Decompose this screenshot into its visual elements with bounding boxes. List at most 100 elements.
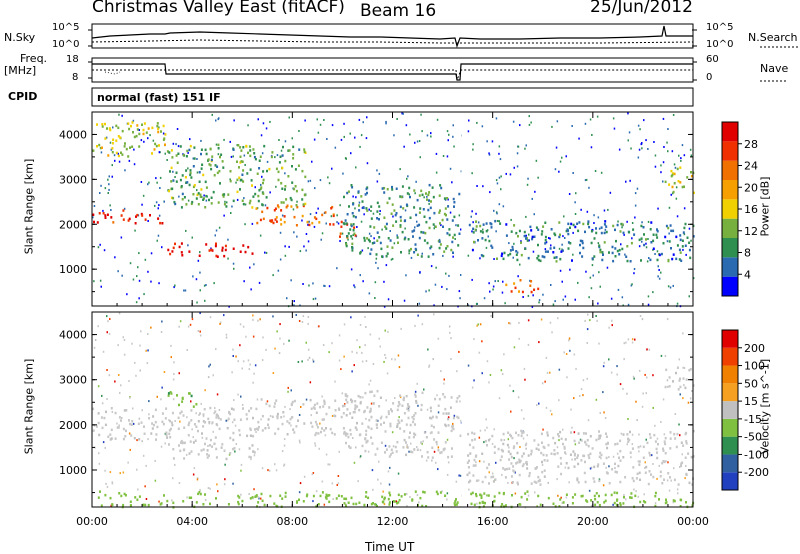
- noise-pixel: [630, 147, 632, 150]
- noise-pixel: [274, 156, 276, 159]
- noise-pixel: [513, 242, 515, 245]
- heatmap-cell: [168, 189, 171, 193]
- heatmap-cell: [619, 230, 622, 233]
- heatmap-cell: [587, 222, 590, 226]
- heatmap-cell: [662, 460, 665, 463]
- noise-pixel: [253, 263, 255, 266]
- noise-pixel: [676, 215, 679, 218]
- noise-pixel: [672, 501, 675, 504]
- noise-pixel: [633, 488, 635, 491]
- heatmap-cell: [223, 449, 226, 452]
- noise-pixel: [359, 274, 361, 277]
- heatmap-cell: [97, 496, 100, 499]
- heatmap-cell: [116, 426, 119, 429]
- noise-pixel: [324, 285, 326, 287]
- heatmap-cell: [667, 259, 670, 263]
- noise-pixel: [186, 349, 188, 351]
- heatmap-cell: [446, 218, 449, 221]
- heatmap-cell: [92, 407, 95, 411]
- heatmap-cell: [190, 202, 193, 206]
- heatmap-cell: [120, 214, 123, 217]
- heatmap-cell: [366, 237, 369, 240]
- heatmap-cell: [320, 430, 322, 434]
- noise-pixel: [211, 113, 213, 116]
- noise-pixel: [593, 222, 595, 224]
- heatmap-cell: [323, 399, 326, 403]
- heatmap-cell: [363, 239, 366, 242]
- noise-pixel: [118, 312, 121, 315]
- heatmap-cell: [639, 478, 641, 481]
- heatmap-cell: [453, 201, 456, 204]
- heatmap-cell: [677, 180, 680, 183]
- noise-pixel: [631, 237, 633, 240]
- noise-pixel: [289, 408, 291, 411]
- heatmap-cell: [334, 409, 337, 412]
- heatmap-cell: [631, 477, 634, 480]
- heatmap-cell: [479, 230, 482, 233]
- heatmap-cell: [446, 245, 449, 248]
- noise-pixel: [666, 141, 668, 144]
- heatmap-cell: [395, 450, 398, 453]
- heatmap-cell: [667, 226, 670, 230]
- heatmap-cell: [390, 408, 392, 411]
- heatmap-cell: [190, 496, 193, 499]
- heatmap-cell: [418, 211, 421, 214]
- heatmap-cell: [397, 419, 400, 422]
- noise-pixel: [611, 319, 613, 322]
- heatmap-cell: [542, 445, 545, 449]
- heatmap-cell: [401, 404, 404, 407]
- heatmap-cell: [315, 431, 318, 435]
- heatmap-cell: [591, 447, 594, 450]
- noise-pixel: [106, 398, 108, 400]
- heatmap-cell: [291, 165, 293, 168]
- heatmap-cell: [569, 453, 572, 456]
- heatmap-cell: [190, 394, 193, 398]
- noise-pixel: [102, 209, 104, 212]
- noise-pixel: [551, 413, 553, 416]
- heatmap-cell: [197, 492, 200, 496]
- heatmap-cell: [350, 224, 353, 228]
- noise-pixel: [111, 482, 114, 485]
- noise-pixel: [209, 363, 211, 366]
- noise-pixel: [384, 353, 386, 356]
- heatmap-cell: [96, 221, 99, 224]
- noise-pixel: [93, 205, 96, 207]
- noise-pixel: [453, 414, 456, 417]
- heatmap-cell: [526, 463, 528, 466]
- noise-pixel: [338, 334, 341, 337]
- heatmap-cell: [531, 237, 534, 241]
- noise-pixel: [272, 372, 275, 374]
- heatmap-cell: [397, 404, 400, 408]
- noise-pixel: [528, 123, 531, 126]
- heatmap-cell: [240, 160, 243, 163]
- heatmap-cell: [565, 462, 568, 465]
- heatmap-cell: [170, 180, 173, 183]
- noise-pixel: [301, 321, 304, 323]
- heatmap-cell: [171, 423, 174, 427]
- noise-pixel: [545, 406, 548, 409]
- heatmap-cell: [364, 449, 367, 453]
- heatmap-cell: [595, 492, 598, 495]
- noise-pixel: [314, 442, 316, 445]
- heatmap-cell: [143, 432, 146, 435]
- noise-pixel: [320, 238, 322, 241]
- heatmap-cell: [439, 491, 442, 494]
- heatmap-cell: [136, 498, 139, 501]
- noise-pixel: [489, 374, 492, 376]
- heatmap-cell: [680, 498, 683, 502]
- heatmap-cell: [524, 492, 527, 495]
- heatmap-cell: [249, 149, 252, 152]
- noise-pixel: [639, 445, 642, 448]
- noise-pixel: [233, 399, 235, 402]
- heatmap-cell: [225, 205, 228, 208]
- heatmap-cell: [572, 450, 575, 453]
- noise-pixel: [493, 209, 495, 212]
- heatmap-cell: [324, 211, 327, 214]
- heatmap-cell: [252, 148, 255, 151]
- heatmap-cell: [253, 152, 256, 155]
- heatmap-cell: [692, 235, 695, 238]
- noise-pixel: [668, 489, 671, 492]
- heatmap-cell: [282, 411, 285, 414]
- heatmap-cell: [673, 478, 676, 482]
- heatmap-cell: [676, 244, 679, 247]
